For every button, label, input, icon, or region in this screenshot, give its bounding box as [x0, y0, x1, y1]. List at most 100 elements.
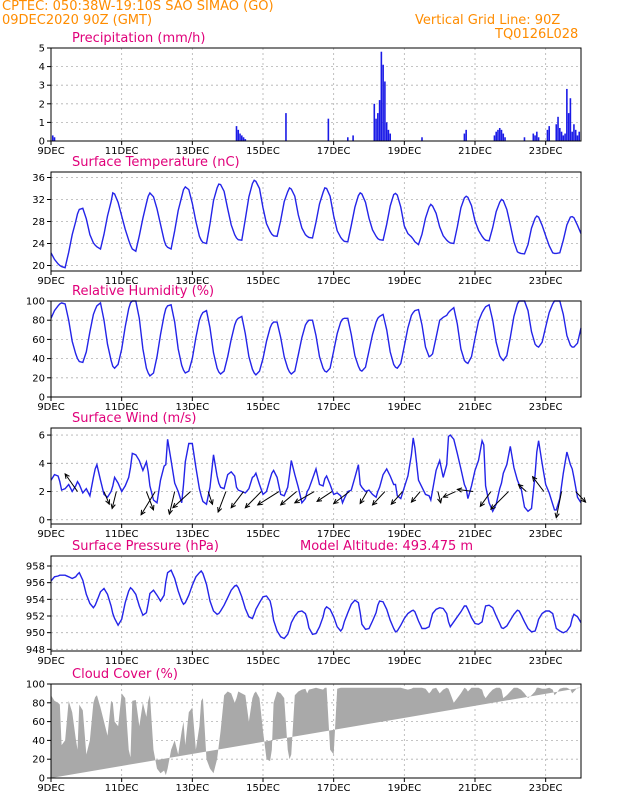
wind-arrow-shaft [111, 491, 117, 509]
cloud-xtick-label: 19DEC [387, 783, 421, 794]
precip-bar [380, 51, 383, 141]
precip-bar [493, 135, 496, 141]
temp-xtick-label: 13DEC [175, 276, 209, 287]
cloud-xtick-label: 11DEC [105, 783, 139, 794]
wind-arrow-shaft [140, 491, 156, 516]
precip-bar [564, 133, 566, 141]
temp-ytick-label: 20 [32, 261, 45, 272]
precip-bar [576, 135, 579, 141]
humidity-xtick-label: 23DEC [529, 402, 563, 413]
wind-arrow-head [359, 498, 365, 505]
pressure-ytick-label: 956 [26, 578, 45, 589]
precip-bar [574, 129, 577, 141]
precip-bar [557, 116, 559, 141]
precip-xtick-label: 13DEC [175, 146, 209, 157]
precip-ytick-label: 1 [39, 118, 45, 129]
wind-xtick-label: 11DEC [105, 529, 139, 540]
cloud-ytick-label: 100 [26, 680, 45, 691]
model-code: TQ0126L028 [495, 27, 579, 42]
temp-ytick-label: 32 [32, 195, 45, 206]
precip-bar [569, 98, 572, 141]
wind-arrow-shaft [316, 491, 333, 502]
wind-arrow-head [517, 483, 524, 490]
wind-ytick-label: 0 [39, 515, 45, 526]
precip-bar [532, 133, 535, 141]
precip-bar [495, 131, 497, 141]
wind-arrow-shaft [532, 476, 545, 492]
wind-arrow-head [149, 504, 155, 511]
wind-arrow-head [554, 512, 560, 519]
wind-xtick-label: 15DEC [246, 529, 280, 540]
precip-bar [534, 135, 536, 141]
humidity-ytick-label: 80 [32, 316, 45, 327]
run-time-label: 09DEC2020 90Z (GMT) [2, 13, 153, 28]
precip-bar [523, 137, 526, 141]
wind-arrow-shaft [372, 491, 386, 506]
precip-bar [546, 129, 549, 141]
wind-arrow-shaft [479, 491, 492, 507]
station-header: CPTEC: 050:38W-19:10S SAO SIMAO (GO) [2, 0, 274, 14]
humidity-ytick-label: 100 [26, 297, 45, 308]
precip-bar [567, 113, 570, 141]
wind-ytick-label: 4 [39, 459, 45, 470]
wind-arrow-head [244, 502, 251, 509]
precip-bar [382, 64, 384, 141]
precip-bar [463, 133, 466, 141]
pressure-annotation: Model Altitude: 493.475 m [300, 539, 473, 554]
precip-ytick-label: 5 [39, 44, 45, 55]
cloud-xtick-label: 9DEC [37, 783, 64, 794]
wind-arrow-head [490, 504, 496, 510]
precip-bar [51, 135, 54, 141]
temp-xtick-label: 11DEC [105, 276, 139, 287]
cloud-xtick-label: 17DEC [317, 783, 351, 794]
precip-bar [285, 113, 287, 141]
wind-arrow-shaft [437, 491, 442, 503]
precip-bar [498, 127, 501, 141]
precip-bar [497, 129, 499, 141]
cloud-xtick-label: 23DEC [529, 783, 563, 794]
precip-bar [502, 133, 505, 141]
wind-xtick-label: 21DEC [458, 529, 492, 540]
wind-arrow-head [208, 499, 214, 506]
precip-bar [237, 129, 240, 141]
cloud-xtick-label: 15DEC [246, 783, 280, 794]
temp-series-line [50, 179, 582, 269]
precip-bar [387, 129, 390, 141]
precip-xtick-label: 11DEC [105, 146, 139, 157]
precip-xtick-label: 23DEC [529, 146, 563, 157]
humidity-xtick-label: 17DEC [317, 402, 351, 413]
precip-bar [244, 139, 247, 141]
precip-ytick-label: 4 [39, 62, 45, 73]
humidity-xtick-label: 13DEC [175, 402, 209, 413]
pressure-xtick-label: 17DEC [317, 656, 351, 667]
humidity-ytick-label: 40 [32, 354, 45, 365]
cloud-panel: 0 20 40 60 80 100 9DEC 11DEC 13DEC 15DEC 17DEC 19DE… [26, 667, 582, 794]
wind-arrow-head [172, 502, 178, 509]
temp-ytick-label: 36 [32, 173, 45, 184]
precip-bar [421, 137, 423, 141]
temp-panel: 20 24 28 32 36 9DEC 11DEC 13DEC 15DEC 17DEC 19DEC 2… [32, 155, 582, 287]
temp-xtick-label: 15DEC [246, 276, 280, 287]
humidity-frame [50, 300, 582, 398]
wind-arrow-shaft [230, 491, 244, 509]
wind-arrow-head [442, 493, 449, 498]
wind-arrow-shaft [294, 491, 315, 504]
temp-ytick-label: 28 [32, 217, 45, 228]
pressure-series-line [50, 569, 582, 640]
wind-arrow-head [167, 509, 173, 516]
wind-arrow-head [371, 500, 378, 506]
cloud-ytick-label: 0 [39, 774, 45, 785]
wind-arrow-head [410, 497, 417, 504]
humidity-title: Relative Humidity (%) [72, 284, 214, 299]
precip-bar [53, 137, 56, 141]
precip-bar [239, 133, 241, 141]
pressure-xtick-label: 23DEC [529, 656, 563, 667]
pressure-title: Surface Pressure (hPa) [72, 539, 219, 554]
wind-arrow-head [105, 499, 111, 506]
wind-series-line [50, 434, 582, 513]
pressure-ytick-label: 954 [26, 595, 45, 606]
cloud-xtick-label: 21DEC [458, 783, 492, 794]
temp-ytick-label: 24 [32, 239, 45, 250]
precip-bar [578, 131, 581, 141]
wind-arrow-head [293, 498, 300, 504]
